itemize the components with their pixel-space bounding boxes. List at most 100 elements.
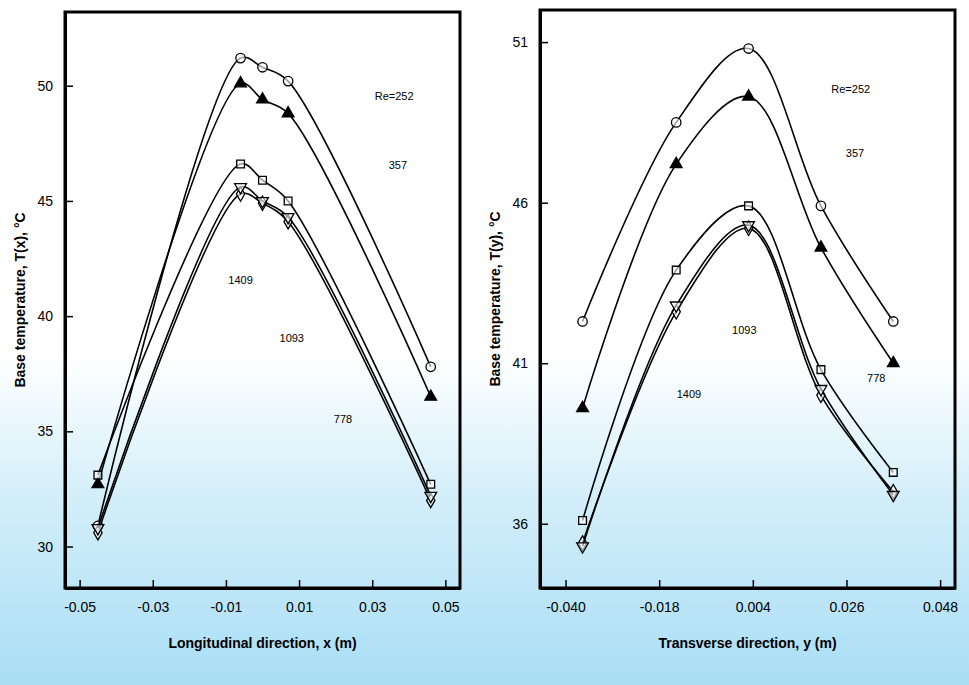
tick: 0.05 xyxy=(432,580,459,615)
tick-label: 41 xyxy=(512,355,528,371)
marker xyxy=(816,201,825,210)
x-axis-title: Transverse direction, y (m) xyxy=(658,635,836,651)
tick: 51 xyxy=(512,34,548,50)
marker xyxy=(92,525,104,535)
figure: -0.05 -0.03 -0.01 0.01 0.03 0.05 30 35 40 45 50 Re=… xyxy=(0,0,969,685)
marker xyxy=(283,76,292,85)
tick: -0.040 xyxy=(546,580,586,615)
marker xyxy=(237,160,245,168)
marker xyxy=(425,390,437,400)
curve-label: 1409 xyxy=(677,388,701,400)
tick-label: 0.05 xyxy=(432,599,459,615)
curve-label: 357 xyxy=(389,159,407,171)
tick-label: 0.048 xyxy=(923,599,958,615)
tick-label: 51 xyxy=(512,34,528,50)
curve-label: Re=252 xyxy=(831,83,870,95)
y-axis: 36 41 46 51 xyxy=(512,11,548,589)
tick: 36 xyxy=(512,516,548,532)
tick-label: 30 xyxy=(37,539,53,555)
curve xyxy=(583,48,894,321)
tick: 35 xyxy=(37,423,73,439)
tick: 0.048 xyxy=(923,580,958,615)
marker xyxy=(257,198,269,208)
plot-area xyxy=(92,53,437,540)
marker xyxy=(889,317,898,326)
marker xyxy=(578,317,587,326)
curve xyxy=(98,83,431,484)
curve xyxy=(583,225,894,546)
curve-label: 1093 xyxy=(280,332,304,344)
tick: 30 xyxy=(37,539,73,555)
marker xyxy=(889,469,897,477)
marker xyxy=(258,63,267,72)
tick-label: 0.026 xyxy=(829,599,864,615)
curve-label: 1093 xyxy=(732,324,756,336)
curve-label: 778 xyxy=(334,413,352,425)
tick-label: 45 xyxy=(37,193,53,209)
x-axis: -0.05 -0.03 -0.01 0.01 0.03 0.05 xyxy=(64,580,460,615)
marker xyxy=(743,222,755,232)
curve xyxy=(98,57,431,526)
curve-label: 778 xyxy=(867,372,885,384)
tick: 0.01 xyxy=(286,580,313,615)
marker xyxy=(235,184,247,194)
marker xyxy=(745,202,753,210)
plot-area xyxy=(577,44,899,553)
tick: 40 xyxy=(37,308,73,324)
tick-label: -0.03 xyxy=(137,599,169,615)
marker xyxy=(577,543,589,553)
tick: -0.018 xyxy=(640,580,680,615)
curve-label: 1409 xyxy=(228,274,252,286)
marker xyxy=(817,366,825,374)
curve xyxy=(98,164,431,485)
curve xyxy=(98,193,431,532)
marker xyxy=(744,44,753,53)
marker xyxy=(236,53,245,62)
marker xyxy=(282,107,294,117)
y-axis: 30 35 40 45 50 xyxy=(37,13,73,589)
plot-frame xyxy=(540,10,955,588)
tick: 50 xyxy=(37,78,73,94)
marker xyxy=(672,266,680,274)
marker xyxy=(670,302,682,312)
tick-label: 35 xyxy=(37,423,53,439)
curve xyxy=(583,205,894,520)
marker xyxy=(579,517,587,525)
tick: 45 xyxy=(37,193,73,209)
tick-label: 40 xyxy=(37,308,53,324)
marker xyxy=(235,77,247,87)
tick: 0.03 xyxy=(359,580,386,615)
marker xyxy=(743,90,755,100)
marker xyxy=(815,241,827,251)
marker xyxy=(577,401,589,411)
marker xyxy=(257,93,269,103)
marker xyxy=(887,356,899,366)
curve-label: 357 xyxy=(846,147,864,159)
marker xyxy=(426,362,435,371)
marker xyxy=(887,491,899,501)
x-axis: -0.040-0.0180.0040.0260.048 xyxy=(541,580,959,615)
tick-label: 50 xyxy=(37,78,53,94)
tick: 46 xyxy=(512,195,548,211)
tick-label: -0.040 xyxy=(546,599,586,615)
marker xyxy=(259,176,267,184)
tick-label: 0.03 xyxy=(359,599,386,615)
tick-label: -0.05 xyxy=(64,599,96,615)
tick: 41 xyxy=(512,355,548,371)
marker xyxy=(284,197,292,205)
marker xyxy=(671,118,680,127)
tick: -0.03 xyxy=(137,580,169,615)
marker xyxy=(815,386,827,396)
y-axis-title: Base temperature, T(y), °C xyxy=(487,211,503,386)
tick-label: -0.01 xyxy=(210,599,242,615)
tick-label: 36 xyxy=(512,516,528,532)
marker xyxy=(282,214,294,224)
x-axis-title: Longitudinal direction, x (m) xyxy=(168,635,356,651)
panel: -0.05-0.03-0.010.010.030.053035404550Re=… xyxy=(12,12,461,651)
tick: -0.05 xyxy=(64,580,96,615)
curve xyxy=(98,187,431,528)
y-axis-title: Base temperature, T(x), °C xyxy=(12,212,28,387)
marker xyxy=(670,157,682,167)
marker xyxy=(425,492,437,502)
tick-label: 0.01 xyxy=(286,599,313,615)
